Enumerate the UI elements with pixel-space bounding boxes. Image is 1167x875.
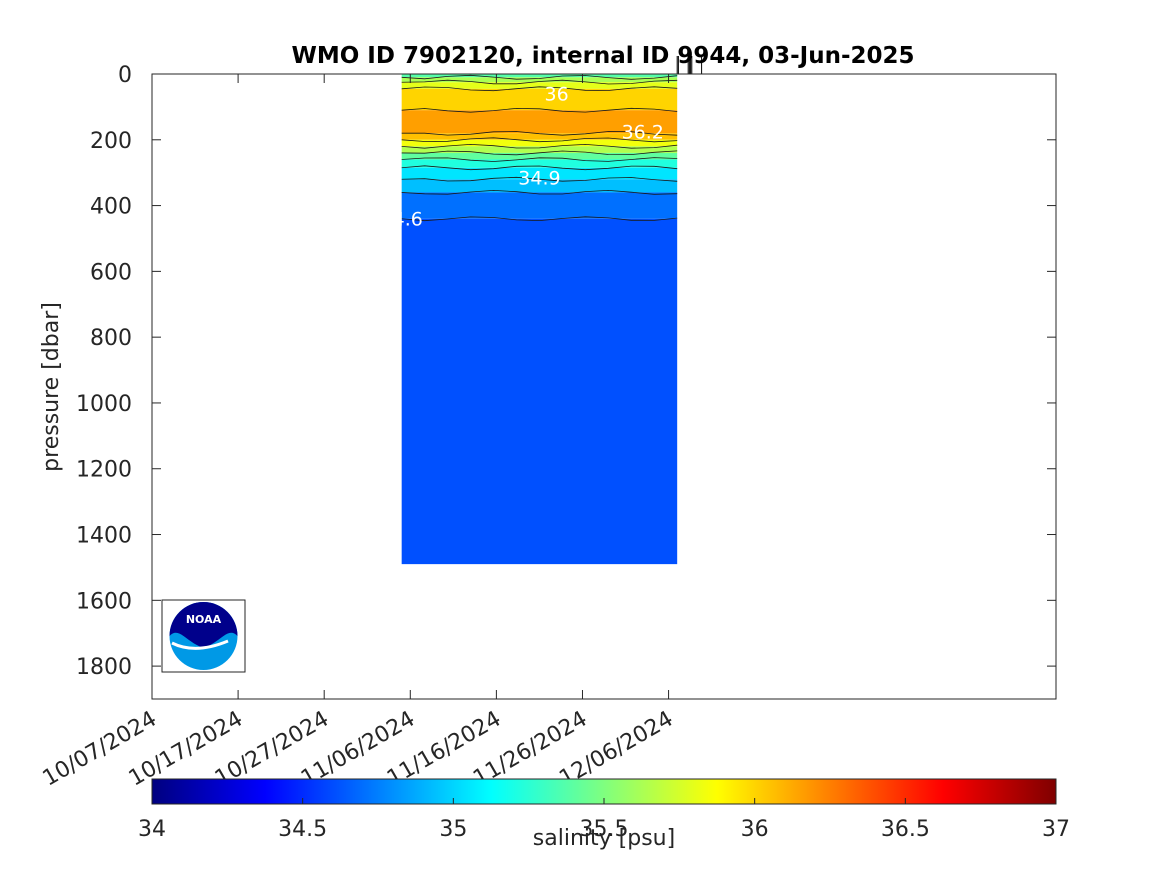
noaa-logo-text: NOAA [186, 613, 222, 626]
contour-line [401, 157, 678, 162]
y-tick-label: 600 [90, 260, 132, 285]
contour-line [401, 165, 678, 171]
colorbar-tick-label: 34.5 [278, 817, 327, 842]
contour-label: 36 [545, 84, 569, 106]
salinity-layer [401, 218, 678, 565]
contour-label: 36.2 [622, 122, 664, 144]
chart-title: WMO ID 7902120, internal ID 9944, 03-Jun… [291, 43, 914, 69]
contour-line [401, 131, 678, 136]
colorbar-tick-label: 36 [741, 817, 769, 842]
salinity-layer [401, 146, 678, 153]
contour-line [401, 86, 678, 92]
contour-label: 34.9 [518, 168, 560, 190]
profile-markers [676, 56, 703, 74]
y-tick-label: 1400 [76, 524, 132, 549]
contour-line [401, 107, 678, 113]
y-tick-label: 1000 [76, 392, 132, 417]
colorbar-tick-label: 35.5 [580, 817, 629, 842]
salinity-layer [401, 133, 678, 140]
contour-label: 35. [679, 145, 709, 167]
contour-line [401, 216, 678, 222]
contour-line [401, 150, 678, 156]
contour-line [401, 74, 678, 80]
salinity-layer [401, 110, 678, 134]
y-tick-label: 0 [118, 63, 132, 88]
y-tick-label: 400 [90, 195, 132, 220]
colorbar-label: salinity [psu] [533, 826, 675, 851]
salinity-layers [401, 74, 678, 565]
salinity-layer [401, 152, 678, 160]
contour-line [401, 137, 678, 143]
colorbar-ticks: 34 34.5 35 35.5 36 36.5 37 [138, 798, 1070, 842]
y-tick-label: 200 [90, 129, 132, 154]
colorbar-tick-label: 35 [439, 817, 467, 842]
axes-frame [151, 73, 1057, 700]
colorbar-tick-label: 37 [1042, 817, 1070, 842]
contour-labels: 36 36.2 35.35. 34.9 34.6 [381, 84, 710, 231]
y-tick-label: 1800 [76, 655, 132, 680]
salinity-layer [401, 192, 678, 219]
salinity-layer [401, 139, 678, 147]
noaa-logo: NOAA [161, 599, 246, 673]
contour-line [401, 189, 678, 195]
contour-lines [401, 74, 678, 222]
salinity-layer [401, 167, 678, 180]
contour-label: 34.6 [381, 209, 423, 231]
colorbar-tick-label: 34 [138, 817, 166, 842]
salinity-layer [401, 159, 678, 168]
y-axis-label: pressure [dbar] [39, 302, 64, 472]
contour-line [401, 176, 678, 182]
colorbar-tick-label: 36.5 [881, 817, 930, 842]
contour-line [401, 143, 678, 149]
y-tick-label: 800 [90, 326, 132, 351]
salinity-layer [401, 88, 678, 111]
y-tick-label: 1600 [76, 589, 132, 614]
salinity-layer [401, 77, 678, 83]
salinity-layer [401, 74, 678, 78]
salinity-layer [401, 179, 678, 193]
y-axis: 0 200 400 600 800 1000 1200 1400 1600 1800 [76, 63, 1056, 680]
y-tick-label: 1200 [76, 458, 132, 483]
salinity-layer [401, 82, 678, 89]
contour-line [401, 79, 678, 85]
contour-label: 35. [679, 156, 709, 178]
